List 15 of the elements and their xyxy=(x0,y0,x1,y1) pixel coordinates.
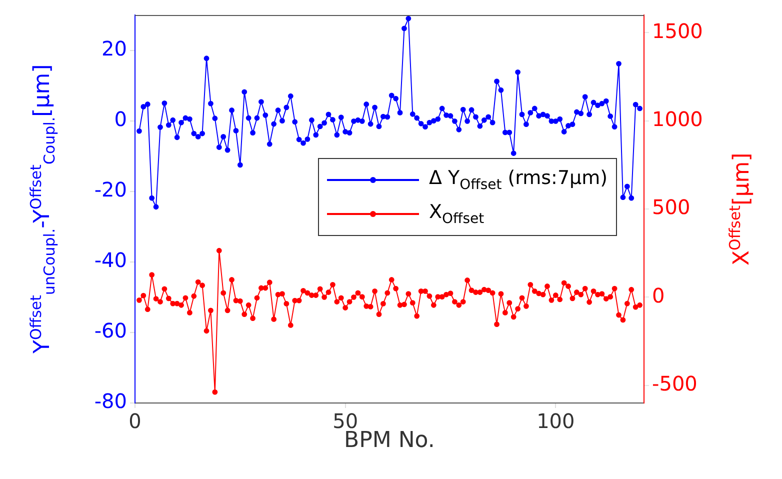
y-tick-label: -60 xyxy=(94,318,127,343)
legend-label: Δ Y$_{Offset}$ (rms:7μm) xyxy=(429,167,608,193)
y2-tick-label: -500 xyxy=(652,372,698,396)
y2-tick-label: 0 xyxy=(652,283,665,308)
y-tick-label: -20 xyxy=(94,178,127,202)
y2-tick-label: 1500 xyxy=(652,18,703,43)
y2-tick-label: 1000 xyxy=(652,107,703,132)
x-axis-title: BPM No. xyxy=(344,428,435,452)
x-tick-label: 100 xyxy=(536,409,575,434)
y-tick-label: -80 xyxy=(94,389,127,414)
y-tick-label: 20 xyxy=(102,36,127,60)
legend-label: X$_{Offset}$ xyxy=(429,201,484,227)
y-tick-label: 0 xyxy=(114,107,127,132)
y-tick-label: -40 xyxy=(94,248,127,272)
y2-tick-label: 500 xyxy=(652,195,690,220)
